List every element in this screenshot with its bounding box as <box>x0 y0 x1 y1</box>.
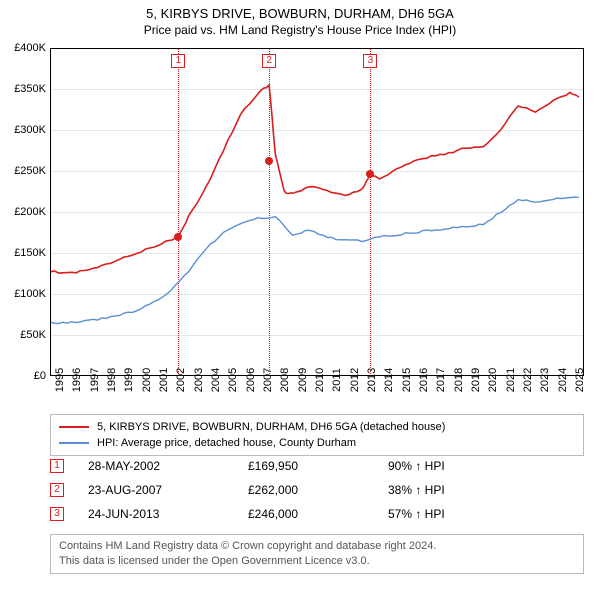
footer-line: Contains HM Land Registry data © Crown c… <box>59 539 575 554</box>
sales-badge: 1 <box>50 459 64 473</box>
sales-hpi: 90% ↑ HPI <box>388 459 528 473</box>
footer-attribution: Contains HM Land Registry data © Crown c… <box>50 534 584 574</box>
sales-date: 23-AUG-2007 <box>88 483 248 497</box>
legend-row: HPI: Average price, detached house, Coun… <box>59 435 575 451</box>
sales-price: £262,000 <box>248 483 388 497</box>
sales-price: £246,000 <box>248 507 388 521</box>
sales-price: £169,950 <box>248 459 388 473</box>
sales-row: 1 28-MAY-2002 £169,950 90% ↑ HPI <box>50 454 584 478</box>
plot-area <box>50 48 584 376</box>
sales-date: 28-MAY-2002 <box>88 459 248 473</box>
legend: 5, KIRBYS DRIVE, BOWBURN, DURHAM, DH6 5G… <box>50 414 584 456</box>
legend-label: 5, KIRBYS DRIVE, BOWBURN, DURHAM, DH6 5G… <box>97 421 445 433</box>
sales-row: 2 23-AUG-2007 £262,000 38% ↑ HPI <box>50 478 584 502</box>
legend-label: HPI: Average price, detached house, Coun… <box>97 437 356 449</box>
sales-table: 1 28-MAY-2002 £169,950 90% ↑ HPI 2 23-AU… <box>50 454 584 526</box>
sales-hpi: 57% ↑ HPI <box>388 507 528 521</box>
sales-badge: 3 <box>50 507 64 521</box>
footer-line: This data is licensed under the Open Gov… <box>59 554 575 569</box>
sales-date: 24-JUN-2013 <box>88 507 248 521</box>
sales-hpi: 38% ↑ HPI <box>388 483 528 497</box>
sales-row: 3 24-JUN-2013 £246,000 57% ↑ HPI <box>50 502 584 526</box>
legend-swatch-blue <box>59 442 89 444</box>
legend-swatch-red <box>59 426 89 428</box>
legend-row: 5, KIRBYS DRIVE, BOWBURN, DURHAM, DH6 5G… <box>59 419 575 435</box>
sales-badge: 2 <box>50 483 64 497</box>
